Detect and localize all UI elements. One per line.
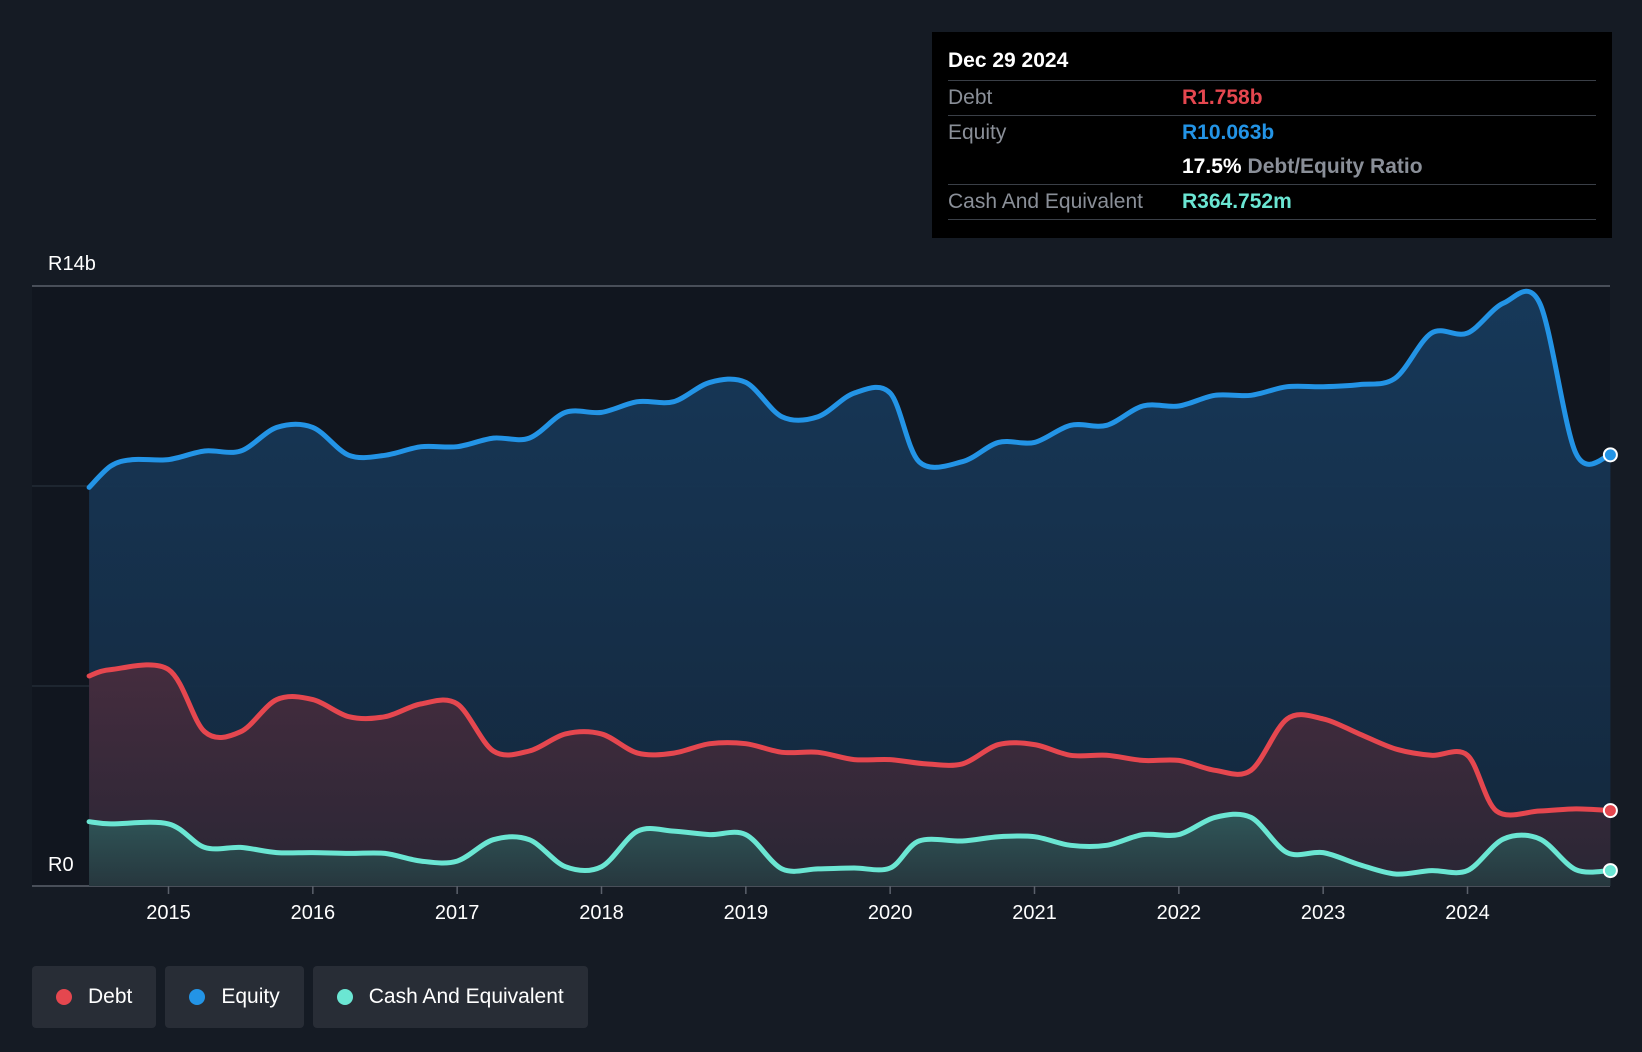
tooltip-panel: Dec 29 2024 Debt R1.758b Equity R10.063b… xyxy=(932,32,1612,238)
tooltip-row-equity: Equity R10.063b xyxy=(948,115,1596,150)
series-endpoints xyxy=(1602,447,1618,879)
x-tick-label: 2022 xyxy=(1157,902,1202,924)
debt-line xyxy=(86,662,1613,818)
debt-endpoint-marker[interactable] xyxy=(1602,803,1618,819)
debt-dot-icon xyxy=(56,989,72,1005)
x-axis-ticks: 2015 2016 2017 2018 2019 2020 2021 2022 2023 2024 xyxy=(146,886,1490,924)
legend-debt-label: Debt xyxy=(88,985,133,1008)
legend-item-cash[interactable]: Cash And Equivalent xyxy=(312,966,588,1028)
tooltip-equity-value: R10.063b xyxy=(1182,121,1275,144)
tooltip-debt-value: R1.758b xyxy=(1182,86,1263,109)
tooltip-date: Dec 29 2024 xyxy=(948,49,1069,72)
tooltip-debt-label: Debt xyxy=(948,86,993,109)
x-tick-label: 2016 xyxy=(291,902,336,924)
tooltip-ratio-label: Debt/Equity Ratio xyxy=(1247,155,1423,178)
legend-item-equity[interactable]: Equity xyxy=(165,966,304,1028)
y-label-zero: R0 xyxy=(48,854,74,876)
tooltip-cash-value: R364.752m xyxy=(1182,190,1292,213)
legend-equity-label: Equity xyxy=(221,985,280,1008)
cash-line xyxy=(86,811,1613,877)
x-tick-label: 2020 xyxy=(868,902,913,924)
tooltip-cash-label: Cash And Equivalent xyxy=(948,190,1143,213)
y-label-max: R14b xyxy=(48,253,96,275)
equity-endpoint-marker[interactable] xyxy=(1602,447,1618,463)
x-tick-label: 2017 xyxy=(435,902,480,924)
cash-dot-icon xyxy=(336,989,353,1005)
tooltip-ratio-value: 17.5% xyxy=(1182,155,1242,178)
tooltip-equity-label: Equity xyxy=(948,121,1007,144)
tooltip-row-cash: Cash And Equivalent R364.752m xyxy=(948,184,1596,220)
legend-cash-label: Cash And Equivalent xyxy=(368,985,564,1008)
series-lines xyxy=(86,288,1613,877)
tooltip-row-ratio: 17.5% Debt/Equity Ratio xyxy=(948,150,1596,184)
cash-endpoint-marker[interactable] xyxy=(1602,863,1618,879)
x-tick-label: 2024 xyxy=(1445,902,1490,924)
x-tick-label: 2023 xyxy=(1301,902,1346,924)
x-tick-label: 2015 xyxy=(146,902,191,924)
equity-line xyxy=(86,288,1613,490)
legend: Debt Equity Cash And Equivalent xyxy=(32,966,588,1028)
x-tick-label: 2021 xyxy=(1012,902,1057,924)
tooltip-row-debt: Debt R1.758b xyxy=(948,80,1596,115)
legend-item-debt[interactable]: Debt xyxy=(32,966,157,1028)
equity-dot-icon xyxy=(189,989,206,1005)
x-tick-label: 2018 xyxy=(579,902,624,924)
cash-area xyxy=(89,814,1611,886)
x-tick-label: 2019 xyxy=(724,902,769,924)
